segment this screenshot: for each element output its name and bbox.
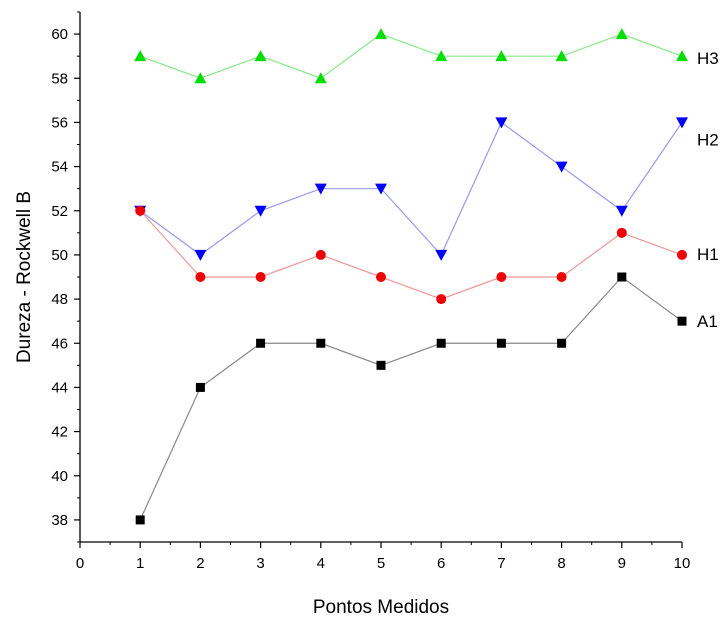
y-tick-label: 58 [51, 70, 68, 87]
series-line-h3 [139, 33, 683, 79]
x-tick-label: 2 [196, 555, 204, 572]
y-tick-label: 46 [51, 335, 68, 352]
x-tick-label: 1 [136, 555, 144, 572]
x-tick-label: 0 [76, 555, 84, 572]
y-tick-label: 44 [51, 379, 68, 396]
data-point-h2 [254, 205, 267, 217]
series-a1 [135, 272, 687, 525]
x-tick-label: 4 [317, 555, 325, 572]
series-line-h1 [139, 210, 683, 300]
data-point-a1 [557, 338, 567, 348]
y-tick-label: 42 [51, 424, 68, 441]
series-line-a1 [139, 276, 683, 521]
data-point-h2 [435, 249, 448, 261]
data-point-h3 [435, 50, 448, 62]
x-tick-label: 8 [557, 555, 565, 572]
x-tick-label: 9 [618, 555, 626, 572]
data-point-h1 [436, 294, 447, 305]
y-tick-label: 50 [51, 247, 68, 264]
x-tick-label: 5 [377, 555, 385, 572]
y-axis-title: Dureza - Rockwell B [14, 191, 35, 363]
series-label-a1: A1 [697, 312, 718, 331]
y-tick-label: 48 [51, 291, 68, 308]
series-line-h2 [139, 121, 683, 256]
data-point-h3 [375, 28, 387, 40]
y-tick-label: 38 [51, 512, 68, 529]
data-point-h1 [677, 249, 687, 260]
y-tick-label: 54 [51, 159, 68, 176]
data-point-h1 [376, 272, 386, 282]
y-tick-label: 60 [51, 26, 68, 43]
data-point-h3 [615, 28, 628, 40]
data-point-a1 [316, 338, 326, 348]
data-point-h1 [556, 272, 567, 282]
data-point-h3 [134, 50, 147, 62]
data-point-h1 [616, 227, 627, 238]
data-point-h3 [495, 50, 508, 62]
data-point-h2 [495, 117, 508, 129]
data-point-h2 [615, 205, 628, 217]
series-h3 [134, 28, 688, 84]
y-tick-label: 40 [51, 468, 68, 485]
series-layer: H3 H2 H1 A1 [134, 28, 719, 525]
data-point-a1 [256, 338, 266, 348]
series-label-h3: H3 [697, 49, 719, 68]
x-tick-label: 6 [437, 555, 445, 572]
y-tick-label: 52 [51, 203, 68, 220]
data-point-h3 [194, 72, 207, 84]
y-tick-label: 56 [51, 114, 68, 131]
data-point-h1 [496, 272, 507, 282]
x-axis-title: Pontos Medidos [313, 597, 449, 618]
series-h1 [135, 205, 687, 305]
data-point-h2 [676, 117, 688, 129]
data-point-h2 [194, 249, 207, 261]
data-point-a1 [135, 515, 145, 525]
x-tick-label: 3 [256, 555, 264, 572]
data-point-a1 [195, 382, 205, 392]
data-point-a1 [617, 272, 627, 282]
data-point-h3 [254, 50, 267, 62]
data-point-h1 [195, 272, 206, 282]
data-point-h1 [135, 205, 146, 216]
series-label-h1: H1 [697, 245, 719, 264]
x-tick-label: 7 [497, 555, 505, 572]
x-tick-label: 10 [674, 555, 691, 572]
data-point-h2 [314, 183, 327, 195]
data-point-h3 [676, 50, 688, 62]
data-point-h3 [555, 50, 568, 62]
data-point-a1 [376, 360, 386, 370]
series-label-h2: H2 [697, 130, 719, 149]
data-point-h2 [555, 161, 568, 173]
data-point-a1 [436, 338, 446, 348]
data-point-h1 [315, 249, 326, 260]
series-h2 [134, 117, 688, 261]
data-point-a1 [496, 338, 506, 348]
data-point-h1 [255, 272, 266, 282]
data-point-a1 [677, 316, 687, 326]
data-point-h2 [375, 183, 387, 195]
data-point-h3 [314, 72, 327, 84]
